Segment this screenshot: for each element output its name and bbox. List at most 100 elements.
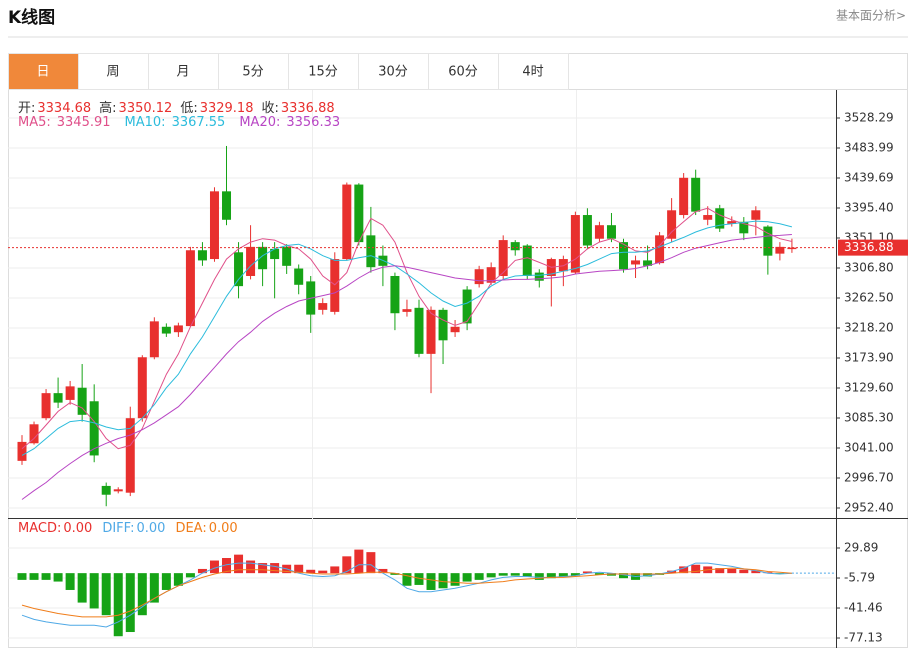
tab-label[interactable]: 月 [176,65,189,80]
macd-bar [558,573,568,578]
macd-bar [522,573,532,577]
candle-body [570,215,580,273]
candle-body [679,177,689,216]
legend-value: 0.00 [63,521,93,536]
candle-body [775,246,785,254]
macd-bar [486,573,496,578]
macd-bar [354,549,364,574]
tab[interactable] [428,53,499,90]
candle-body [703,215,713,220]
candle-body [402,309,412,312]
tab[interactable] [8,53,79,90]
macd-bar [582,571,592,574]
macd-bar [534,573,544,580]
macd-bar [125,573,135,633]
macd-bar [414,573,424,585]
y-tick-label: 2952.40 [844,500,894,514]
tab[interactable] [148,53,219,90]
tab[interactable] [498,53,569,90]
candle-body [77,387,87,415]
y-tick-label: 3528.29 [844,110,894,124]
legend-name: DIFF: [102,521,135,536]
macd-bar [318,570,328,574]
candle-body [619,242,628,270]
candle-body [366,235,376,268]
candle-body [222,191,232,220]
macd-bar [727,568,737,574]
info-label: 开: [18,101,36,116]
legend-name: MACD: [18,521,62,536]
candle-body [522,245,532,276]
macd-bar [234,554,244,574]
macd-line [21,567,792,618]
y-tick-label: 3041.00 [844,440,894,454]
candle-body [17,441,27,461]
macd-bar [498,573,508,576]
tab-label[interactable]: 5分 [242,65,263,80]
legend-name: DEA: [175,521,207,536]
macd-bar [222,558,232,574]
macd-bar [691,564,701,574]
candle-body [606,225,616,239]
info-label: 高: [99,101,117,116]
tab-label[interactable]: 30分 [378,65,408,80]
ma-line [21,220,793,456]
tab-label[interactable]: 60分 [448,65,478,80]
macd-bar [53,573,63,582]
candle-body [510,242,520,251]
legend-value: 3367.55 [171,115,226,130]
macd-bar [77,573,87,603]
candle-body [558,259,568,272]
info-value: 3329.18 [199,101,254,116]
macd-bar [715,568,725,574]
macd-bar [65,573,75,590]
tab[interactable] [288,53,359,90]
link[interactable]: 基本面分析> [836,9,906,23]
candle-body [450,326,460,333]
candle-body [354,184,364,243]
tab-label[interactable]: 4时 [522,65,543,80]
legend-value: 3356.33 [286,115,341,130]
candle-body [330,259,340,312]
candle-body [462,289,472,324]
tab[interactable] [358,53,429,90]
candle-body [258,246,268,270]
macd-bar [426,573,436,590]
macd-bar [294,564,304,574]
macd-bar [197,568,207,574]
tab-label[interactable]: 15分 [308,65,338,80]
candle-body [125,418,135,493]
tab-label[interactable]: 周 [106,65,119,80]
macd-bar [101,573,111,616]
candle-body [582,215,592,246]
macd-bar [619,573,628,579]
macd-bar [17,573,27,580]
candle-body [715,208,725,229]
candle-body [294,268,304,285]
macd-bar [570,573,580,576]
info-label: 低: [180,101,198,116]
macd-bar [306,569,316,574]
tab[interactable] [218,53,289,90]
tab-label[interactable]: 日 [36,65,49,80]
candle-body [185,250,195,327]
macd-bar [342,556,352,574]
candle-body [149,321,159,358]
last-price-box [838,239,908,256]
candle-body [65,386,75,400]
info-value: 3334.68 [37,101,92,116]
info-value: 3336.88 [280,101,335,116]
legend-value: 0.00 [136,521,166,536]
candle-body [246,246,256,276]
macd-bar [185,573,195,578]
macd-bar [474,573,484,580]
candle-body [655,235,665,264]
panel-border [8,53,908,648]
candle-body [53,393,63,403]
candle-body [534,272,544,281]
candle-body [787,247,797,250]
candle-body [234,252,244,287]
candle-body [209,191,219,260]
ohlc-info: 开: 3334.68 高: 3350.12 低: 3329.18 收: 3336.88 [18,97,343,116]
candle-body [89,401,99,456]
